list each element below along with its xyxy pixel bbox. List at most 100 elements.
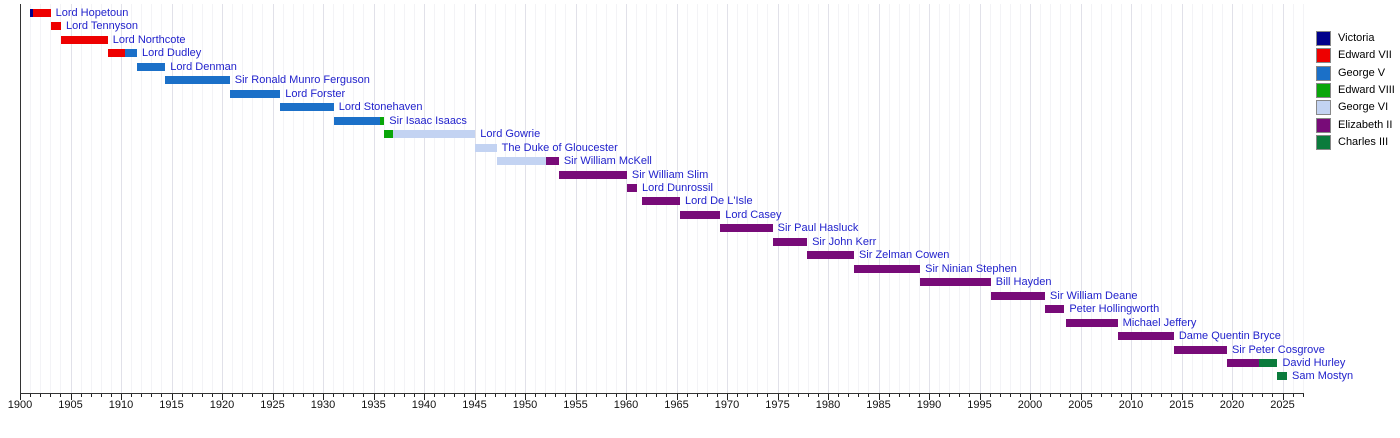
x-tick-1974: [767, 394, 769, 397]
gridline-1984: [868, 4, 870, 393]
governor-general-link[interactable]: Lord Gowrie: [480, 128, 541, 141]
governor-general-link[interactable]: Michael Jeffery: [1122, 316, 1197, 329]
term-bar-segment-elizabeth_ii[interactable]: [1117, 332, 1174, 341]
gridline-1902: [40, 4, 42, 393]
gridline-1952: [545, 4, 547, 393]
x-tick-1944: [464, 394, 466, 397]
x-tick-1957: [595, 394, 597, 397]
x-tick-1945: [474, 394, 476, 400]
term-bar-segment-george_v[interactable]: [165, 76, 230, 85]
x-tick-2023: [1262, 394, 1264, 397]
term-bar-segment-elizabeth_ii[interactable]: [1045, 305, 1065, 314]
term-bar-segment-george_vi[interactable]: [496, 157, 547, 166]
x-tick-label-2010: 2010: [1118, 399, 1144, 411]
term-bar-segment-elizabeth_ii[interactable]: [1226, 358, 1260, 367]
term-bar-segment-george_v[interactable]: [280, 103, 334, 112]
x-tick-1993: [959, 394, 961, 397]
term-bar-segment-george_v[interactable]: [333, 116, 380, 125]
governor-general-link[interactable]: David Hurley: [1282, 356, 1346, 369]
governor-general-link[interactable]: Dame Quentin Bryce: [1178, 330, 1281, 343]
governor-general-link[interactable]: Lord Stonehaven: [338, 101, 423, 114]
governor-general-link[interactable]: Sir Paul Hasluck: [777, 222, 859, 235]
term-bar-segment-victoria[interactable]: [30, 9, 34, 17]
term-bar-segment-elizabeth_ii[interactable]: [1066, 318, 1118, 327]
x-tick-1900: [20, 394, 21, 400]
gridline-1979: [817, 4, 819, 393]
governor-general-link[interactable]: Bill Hayden: [995, 276, 1052, 289]
term-bar-segment-elizabeth_ii[interactable]: [853, 264, 921, 273]
x-tick-1936: [383, 394, 385, 397]
governor-general-link[interactable]: Sir Peter Cosgrove: [1231, 343, 1325, 356]
governor-general-link[interactable]: Sir William Deane: [1050, 289, 1138, 302]
gridline-1929: [312, 4, 314, 393]
governor-general-link[interactable]: Lord Hopetoun: [55, 7, 129, 19]
term-bar-segment-edward_vii[interactable]: [33, 9, 51, 17]
term-bar-segment-elizabeth_ii[interactable]: [990, 291, 1046, 300]
term-bar-segment-george_vi[interactable]: [475, 143, 497, 152]
gridline-1980: [828, 4, 829, 393]
term-bar-segment-elizabeth_ii[interactable]: [920, 278, 991, 287]
term-bar-segment-elizabeth_ii[interactable]: [1173, 345, 1227, 354]
gridline-1924: [262, 4, 264, 393]
governor-general-link[interactable]: Sir William McKell: [563, 155, 652, 168]
x-tick-1928: [302, 394, 304, 397]
governor-general-link[interactable]: Lord Forster: [285, 87, 346, 100]
governor-general-link[interactable]: Sir Isaac Isaacs: [389, 114, 467, 127]
governor-general-link[interactable]: Lord Denman: [170, 60, 237, 73]
gridline-1973: [757, 4, 759, 393]
x-tick-1956: [585, 394, 587, 397]
governor-general-link[interactable]: Sam Mostyn: [1292, 370, 1354, 383]
gridline-1999: [1019, 4, 1021, 393]
gridline-1956: [585, 4, 587, 393]
governor-general-link[interactable]: Lord Dudley: [141, 47, 202, 60]
x-tick-1937: [393, 394, 395, 397]
gridline-1985: [878, 4, 880, 393]
term-bar-segment-elizabeth_ii[interactable]: [642, 197, 681, 206]
x-tick-1940: [424, 394, 425, 400]
governor-general-link[interactable]: Lord Tennyson: [66, 20, 138, 33]
x-tick-1998: [1009, 394, 1011, 397]
governor-general-link[interactable]: Lord Casey: [725, 208, 782, 221]
gridline-1977: [797, 4, 799, 393]
governor-general-link[interactable]: Lord De L'Isle: [685, 195, 753, 208]
governor-general-link[interactable]: Peter Hollingworth: [1069, 303, 1160, 316]
term-bar-segment-edward_vii[interactable]: [50, 22, 61, 31]
term-bar-segment-elizabeth_ii[interactable]: [680, 210, 721, 219]
governor-general-link[interactable]: Sir William Slim: [631, 168, 709, 181]
term-bar-segment-elizabeth_ii[interactable]: [626, 183, 637, 192]
term-bar-segment-edward_viii[interactable]: [384, 130, 394, 139]
x-tick-1973: [757, 394, 759, 397]
legend-label-victoria: Victoria: [1338, 32, 1375, 44]
term-bar-segment-elizabeth_ii[interactable]: [807, 251, 854, 260]
term-bar-segment-george_v[interactable]: [136, 62, 166, 71]
term-bar-segment-george_vi[interactable]: [393, 130, 476, 139]
governor-general-link[interactable]: Sir Zelman Cowen: [858, 249, 950, 262]
term-bar-segment-elizabeth_ii[interactable]: [720, 224, 773, 233]
gridline-1978: [807, 4, 809, 393]
governor-general-link[interactable]: Lord Northcote: [112, 33, 186, 46]
x-tick-1997: [999, 394, 1001, 397]
term-bar-segment-edward_vii[interactable]: [107, 49, 125, 58]
term-bar-segment-george_v[interactable]: [124, 49, 137, 58]
x-tick-1952: [545, 394, 547, 397]
term-bar-segment-edward_vii[interactable]: [61, 35, 108, 44]
term-bar-segment-elizabeth_ii[interactable]: [772, 237, 808, 246]
x-tick-2010: [1131, 394, 1132, 400]
governor-general-link[interactable]: Sir Ninian Stephen: [925, 262, 1017, 275]
term-bar-segment-edward_viii[interactable]: [379, 116, 385, 125]
x-tick-label-1945: 1945: [462, 399, 487, 411]
gridline-2015: [1181, 4, 1183, 393]
term-bar-segment-george_v[interactable]: [229, 89, 281, 98]
governor-general-link[interactable]: Sir John Kerr: [812, 235, 877, 248]
term-bar-segment-elizabeth_ii[interactable]: [558, 170, 627, 179]
term-bar-segment-charles_iii[interactable]: [1259, 358, 1278, 367]
gridline-1976: [787, 4, 789, 393]
governor-general-link[interactable]: The Duke of Gloucester: [501, 141, 618, 154]
governor-general-link[interactable]: Lord Dunrossil: [642, 181, 713, 194]
term-bar-segment-charles_iii[interactable]: [1277, 372, 1288, 381]
gridline-2005: [1080, 4, 1082, 393]
x-tick-2006: [1090, 394, 1092, 397]
governor-general-link[interactable]: Sir Ronald Munro Ferguson: [234, 74, 370, 87]
term-bar-segment-elizabeth_ii[interactable]: [546, 157, 559, 166]
x-tick-1979: [817, 394, 819, 397]
